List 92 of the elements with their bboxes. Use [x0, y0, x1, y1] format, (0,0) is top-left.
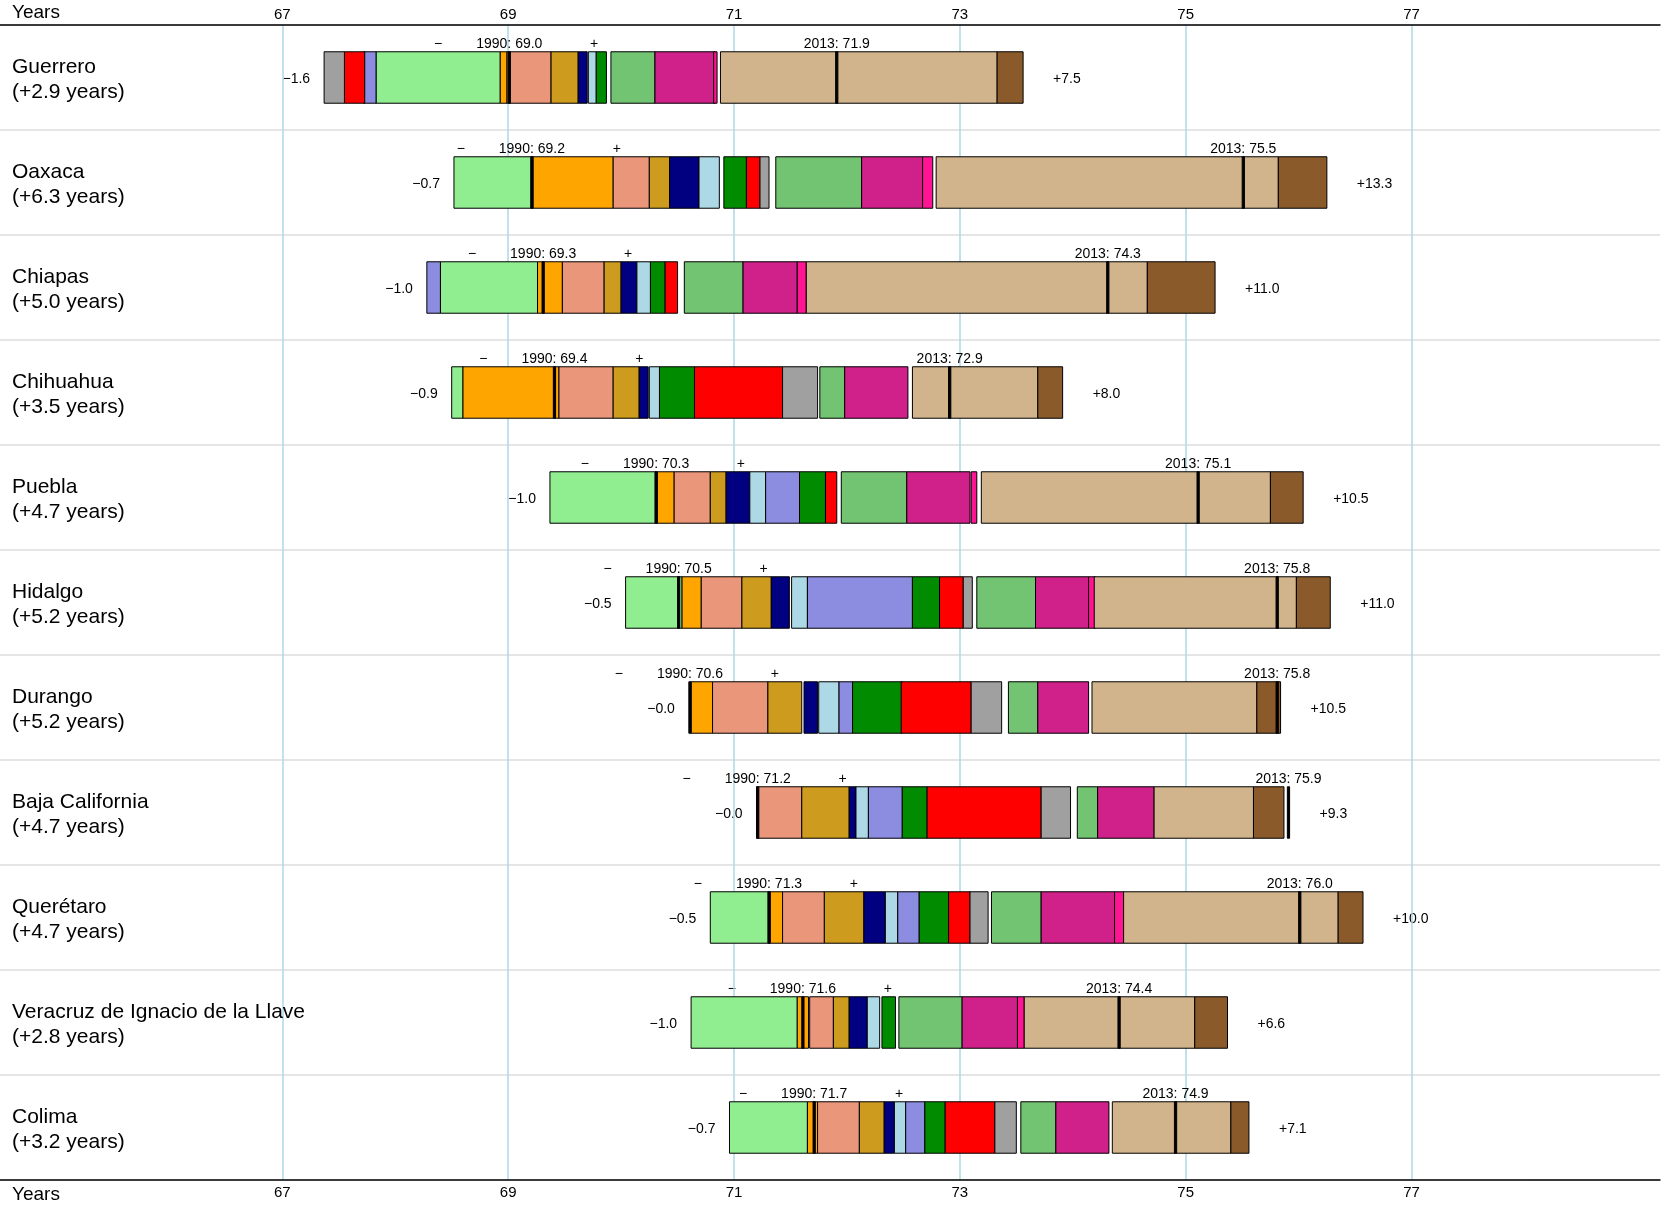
- x2-tick-label: 71: [725, 5, 743, 22]
- annotation: −: [682, 769, 691, 786]
- x-tick-label: 77: [1403, 1183, 1420, 1200]
- x2-tick-label: 73: [951, 5, 969, 22]
- x2-tick-label: 69: [499, 5, 517, 22]
- annotation: −: [580, 454, 590, 471]
- bar: [1286, 786, 1291, 839]
- data-label: 2013: 74.4: [1086, 979, 1153, 996]
- data-label: 1990: 70.6: [656, 664, 724, 681]
- annotation: −: [467, 244, 477, 261]
- x-tick-label: 71: [725, 1183, 743, 1200]
- data-label: 2013: 71.9: [803, 34, 871, 51]
- data-label: 1990: 69.0: [476, 34, 543, 51]
- x-tick-label: 75: [1177, 1183, 1195, 1200]
- annotation: −1.0: [649, 1014, 678, 1031]
- annotation: +: [883, 979, 892, 996]
- y-tick-label: Hidalgo (+5.2 years): [12, 578, 125, 627]
- annotation: +11.0: [1245, 279, 1280, 296]
- x-tick-label: 69: [499, 1183, 517, 1200]
- annotation: +: [770, 664, 779, 681]
- annotation: +: [759, 559, 768, 576]
- annotation: +7.1: [1278, 1119, 1307, 1136]
- annotation: +13.3: [1356, 174, 1393, 191]
- y-tick-label: Baja California (+4.7 years): [12, 788, 149, 837]
- data-label: 1990: 70.3: [623, 454, 690, 471]
- y-tick-label: Colima (+3.2 years): [12, 1103, 125, 1152]
- data-label: 2013: 75.8: [1244, 559, 1311, 576]
- annotation: −0.5: [668, 909, 697, 926]
- data-label: 1990: 69.4: [521, 349, 588, 366]
- annotation: +9.3: [1319, 804, 1348, 821]
- data-label: 2013: 72.9: [916, 349, 983, 366]
- data-label: 2013: 75.8: [1244, 664, 1311, 681]
- x2-tick-label: 75: [1177, 5, 1195, 22]
- annotation: +: [838, 769, 847, 786]
- annotation: +8.0: [1092, 384, 1121, 401]
- annotation: +: [590, 34, 599, 51]
- data-label: 1990: 71.3: [735, 874, 803, 891]
- annotation: +10.5: [1310, 699, 1347, 716]
- data-label: 2013: 75.1: [1165, 454, 1232, 471]
- data-label: 1990: 71.2: [724, 769, 792, 786]
- data-label: 2013: 75.9: [1255, 769, 1322, 786]
- data-label: 1990: 71.6: [769, 979, 837, 996]
- y-tick-label: Oaxaca (+6.3 years): [12, 158, 125, 207]
- annotation: −0.5: [583, 594, 612, 611]
- y-tick-label: Guerrero (+2.9 years): [12, 53, 125, 102]
- x-axis-title: Years: [12, 1183, 60, 1204]
- y-tick-label: Chihuahua (+3.5 years): [12, 368, 125, 417]
- annotation: −0.0: [714, 804, 743, 821]
- data-label: 1990: 71.7: [781, 1084, 848, 1101]
- annotation: +: [849, 874, 858, 891]
- annotation: +11.0: [1360, 594, 1395, 611]
- annotation: +10.0: [1393, 909, 1429, 926]
- data-label: 1990: 70.5: [645, 559, 712, 576]
- data-label: 2013: 74.3: [1074, 244, 1142, 261]
- annotation: −1.0: [508, 489, 537, 506]
- annotation: +: [612, 139, 621, 156]
- y-tick-label: Querétaro (+4.7 years): [12, 893, 125, 942]
- annotation: +6.6: [1257, 1014, 1286, 1031]
- data-label: 2013: 76.0: [1266, 874, 1334, 891]
- annotation: −0.7: [412, 174, 441, 191]
- data-label: 1990: 69.3: [510, 244, 577, 261]
- data-label: 2013: 74.9: [1142, 1084, 1209, 1101]
- x2-axis-title: Years: [12, 1, 60, 22]
- x2-tick-label: 67: [273, 5, 291, 22]
- annotation: +7.5: [1053, 69, 1081, 86]
- x-tick-label: 67: [273, 1183, 291, 1200]
- y-tick-label: Veracruz de Ignacio de la Llave (+2.8 years): [12, 998, 306, 1047]
- annotation: +: [736, 454, 746, 471]
- data-label: 2013: 75.5: [1210, 139, 1277, 156]
- y-tick-label: Puebla (+4.7 years): [12, 473, 125, 522]
- annotation: +: [894, 1084, 904, 1101]
- annotation: −1.0: [385, 279, 414, 296]
- annotation: −: [738, 1084, 748, 1101]
- y-tick-label: Durango (+5.2 years): [12, 683, 125, 732]
- annotation: −1.6: [282, 69, 311, 86]
- annotation: −: [614, 664, 623, 681]
- annotation: −: [727, 979, 736, 996]
- annotation: −0.7: [687, 1119, 716, 1136]
- data-label: 1990: 69.2: [498, 139, 566, 156]
- x-tick-label: 73: [951, 1183, 969, 1200]
- annotation: −0.0: [647, 699, 676, 716]
- annotation: +: [635, 349, 644, 366]
- annotation: −: [603, 559, 612, 576]
- annotation: −: [479, 349, 488, 366]
- annotation: +10.5: [1333, 489, 1369, 506]
- x2-tick-label: 77: [1403, 5, 1420, 22]
- annotation: +: [623, 244, 633, 261]
- annotation: −: [434, 34, 443, 51]
- annotation: −: [693, 874, 702, 891]
- annotation: −0.9: [410, 384, 438, 401]
- y-tick-label: Chiapas (+5.0 years): [12, 263, 125, 312]
- annotation: −: [456, 139, 465, 156]
